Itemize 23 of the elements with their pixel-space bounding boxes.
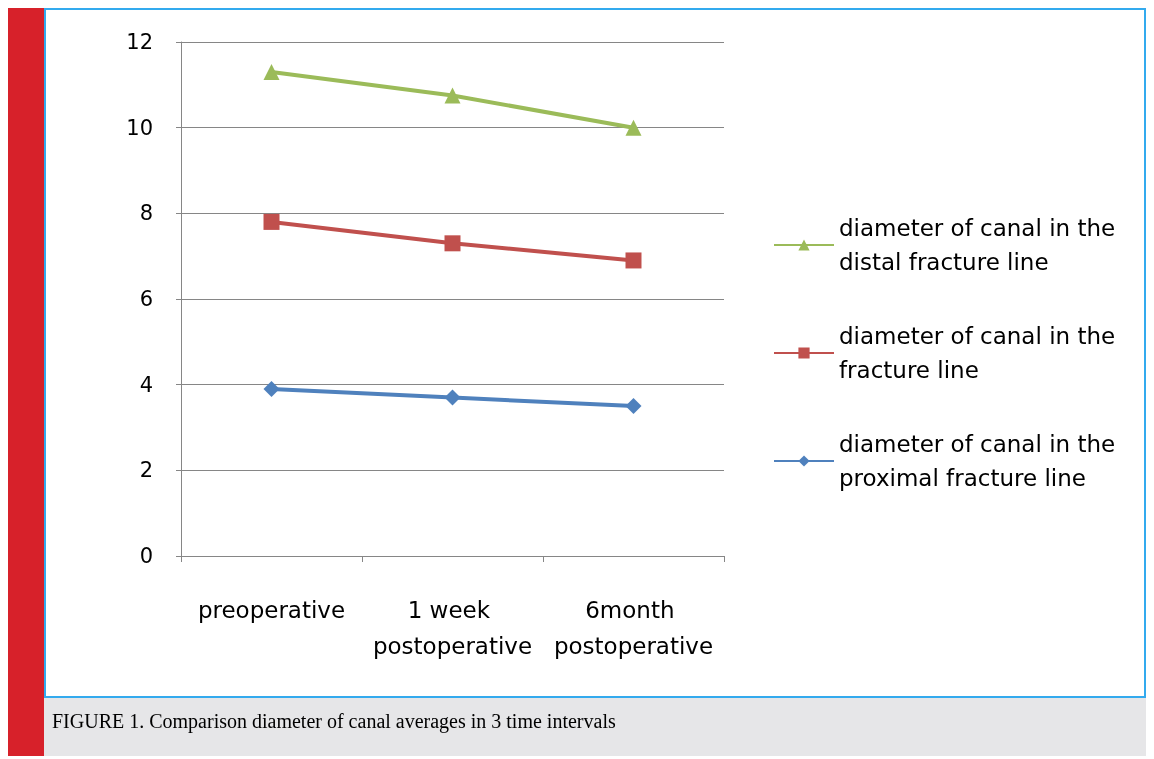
y-tick-label: 10 — [126, 115, 153, 140]
point — [263, 213, 280, 230]
y-tick-label: 4 — [139, 372, 153, 397]
point — [625, 252, 642, 269]
point — [625, 119, 642, 136]
y-tick-label: 8 — [139, 201, 153, 226]
point — [263, 63, 280, 80]
y-tick-label: 2 — [139, 458, 153, 483]
point — [444, 235, 461, 252]
point — [444, 87, 461, 104]
y-tick-label: 12 — [126, 30, 153, 54]
x-tick-label: 6month postoperative — [553, 597, 714, 659]
point — [625, 398, 642, 415]
x-tick-label: preoperative — [197, 597, 346, 623]
legend-label: diameter of canal in the proximal fracture line — [839, 431, 1123, 491]
legend-label: diameter of canal in the distal fracture line — [839, 215, 1123, 275]
point — [444, 389, 461, 406]
point — [263, 380, 280, 397]
legend-label: diameter of canal in the fracture line — [839, 323, 1123, 383]
y-tick-label: 6 — [139, 287, 153, 311]
x-tick-label: 1 week postoperative — [372, 597, 533, 659]
caption: FIGURE 1. Comparison diameter of canal averages in 3 time intervals — [44, 698, 1146, 756]
y-tick-label: 0 — [139, 544, 153, 568]
